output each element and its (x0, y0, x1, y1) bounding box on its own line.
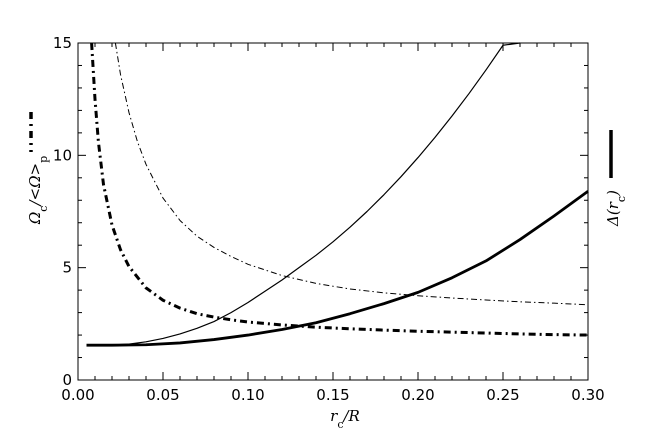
x-tick-label: 0.30 (571, 386, 604, 404)
series-line-dashdot-thick (90, 42, 589, 337)
x-tick-label: 0.25 (486, 386, 519, 404)
y-tick-label: 0 (62, 371, 72, 389)
series-line-solid-thin (86, 42, 521, 346)
x-tick-label: 0.15 (316, 386, 349, 404)
right-y-label-group: Δ(rc) (604, 190, 628, 227)
series-line-solid-thick (86, 190, 589, 347)
x-tick-label: 0.00 (61, 386, 94, 404)
y-tick-label: 10 (53, 146, 72, 164)
curves (86, 42, 589, 347)
y-tick-label: 5 (62, 259, 72, 277)
left-y-label-group: Ωc/<Ω>p (26, 156, 50, 225)
plot-frame (77, 42, 589, 381)
x-tick-label: 0.10 (231, 386, 264, 404)
x-axis-label: rc/R (330, 407, 360, 431)
y-tick-labels: 0 5 10 15 (53, 34, 72, 389)
series-line-dashdot-thin (114, 42, 589, 306)
x-tick-labels: 0.00 0.05 0.10 0.15 0.20 0.25 0.30 (61, 386, 604, 404)
x-tick-label: 0.05 (146, 386, 179, 404)
y-tick-label: 15 (53, 34, 72, 52)
x-tick-label: 0.20 (401, 386, 434, 404)
right-y-axis-label: Δ(rc) (604, 190, 628, 227)
ticks (77, 42, 589, 381)
left-y-axis-label: Ωc/<Ω>p (26, 156, 50, 225)
